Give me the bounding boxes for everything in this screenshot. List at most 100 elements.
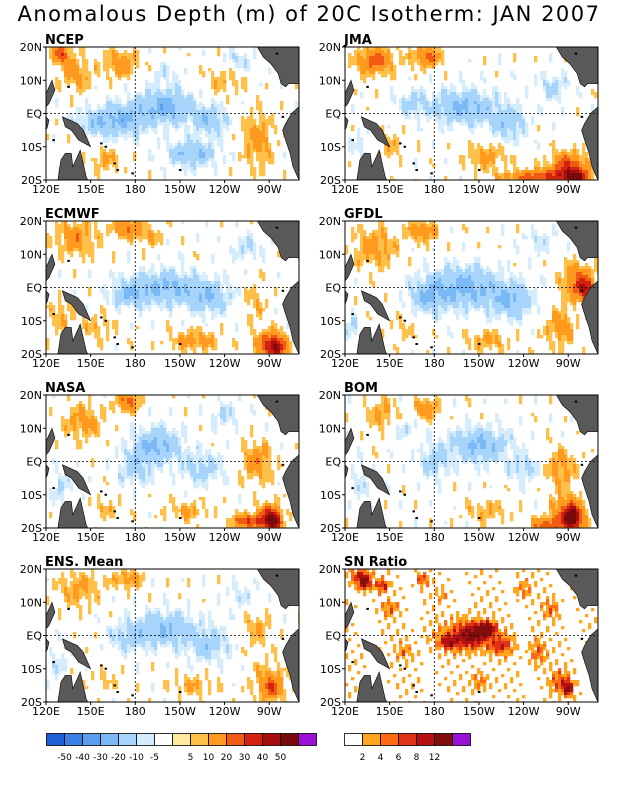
heatmap-cells [46,395,299,528]
land-mass [61,116,92,148]
island [52,661,55,664]
land-mass [345,464,349,479]
island [415,517,418,520]
legend-swatch [226,733,245,746]
legend-label: -20 [111,753,126,763]
legend-label: 4 [378,753,384,763]
island [412,162,415,165]
lat-tick-label: 20S [21,696,42,709]
lat-tick-label: 20N [319,215,341,228]
page-title: Anomalous Depth (m) of 20C Isotherm: JAN… [17,2,601,26]
lat-tick-label: 10S [320,489,341,502]
lat-tick-label: 10S [21,663,42,676]
island [477,169,481,172]
lon-tick-label: 180 [125,705,146,718]
island [67,607,70,610]
island [67,433,70,436]
lon-tick-label: 150E [77,183,105,196]
island [131,172,134,175]
island [351,487,354,490]
island [113,684,116,687]
island [116,343,119,346]
lon-tick-label: 120W [209,183,241,196]
island [275,226,279,229]
map-panel-ens-mean: ENS. Mean 20N 10N EQ 10S 20S 120E 150E 180 150W 12… [20,555,333,723]
lon-tick-label: 120E [32,705,60,718]
lat-tick-label: EQ [325,630,341,643]
land-mass [282,280,299,354]
heatmap-cells [345,47,598,180]
lat-tick-label: 20N [319,41,341,54]
island [104,145,108,148]
island [477,691,481,694]
land-mass [555,47,598,88]
map-panel-ecmwf: ECMWF 20N 10N EQ 10S 20S 120E 150E 180 150W 120W 90… [20,207,333,375]
land-mass [46,253,56,282]
island [131,346,134,349]
island [415,691,418,694]
lat-tick-label: 10N [319,248,341,261]
island [366,607,369,610]
lat-tick-label: 10N [20,596,42,609]
island [351,139,354,142]
legend-swatch [298,733,317,746]
land-mass [61,464,92,496]
legend-label: -5 [150,753,159,763]
island [100,490,103,493]
lat-tick-label: 10S [320,315,341,328]
land-mass [46,116,50,131]
panel-title: NASA [45,381,86,396]
island [281,289,285,292]
legend-swatch [280,733,299,746]
lon-tick-label: 90W [556,357,581,370]
lat-tick-label: 20N [20,215,42,228]
lat-tick-label: 20S [320,348,341,361]
lon-tick-label: 180 [125,183,146,196]
land-mass [46,290,50,305]
lat-tick-label: 20S [320,174,341,187]
lon-tick-label: 150E [77,705,105,718]
island [415,169,418,172]
land-mass [61,290,92,322]
panel-title: BOM [344,381,378,396]
lon-tick-label: 150W [164,531,196,544]
panel-title: ENS. Mean [45,555,124,570]
land-mass [360,464,391,496]
legend-swatch [172,733,191,746]
island [351,661,354,664]
legend-swatch [452,733,471,746]
lon-tick-label: 150W [164,357,196,370]
island [366,259,369,262]
island [131,694,134,697]
heatmap-cells [345,221,598,354]
land-mass [256,395,299,436]
lon-tick-label: 120W [508,357,540,370]
island [104,493,108,496]
island [116,691,119,694]
lat-tick-label: EQ [26,630,42,643]
heatmap-cells [345,395,598,528]
island [178,343,182,346]
heatmap-cells [46,569,299,702]
land-mass [581,280,598,354]
legend-label: 20 [221,753,233,763]
island [281,463,285,466]
island [580,289,584,292]
map-panel-sn-ratio: SN Ratio 20N 10N EQ 10S 20S 120E 150E 180 150W 120… [319,555,618,723]
map-panel-ncep: NCEP 20N 10N EQ 10S 20S 120E 150E 180 150W 120W 90W [20,33,333,201]
island [178,517,182,520]
island [100,142,103,145]
island [430,346,433,349]
lat-tick-label: EQ [26,456,42,469]
land-mass [360,116,391,148]
lat-tick-label: EQ [325,456,341,469]
lon-tick-label: 120E [32,531,60,544]
anomaly-colorbar: -50 -40 -30 -20 -10 -5 5 10 20 30 40 50 [46,733,322,769]
island [430,172,433,175]
land-mass [57,671,89,702]
